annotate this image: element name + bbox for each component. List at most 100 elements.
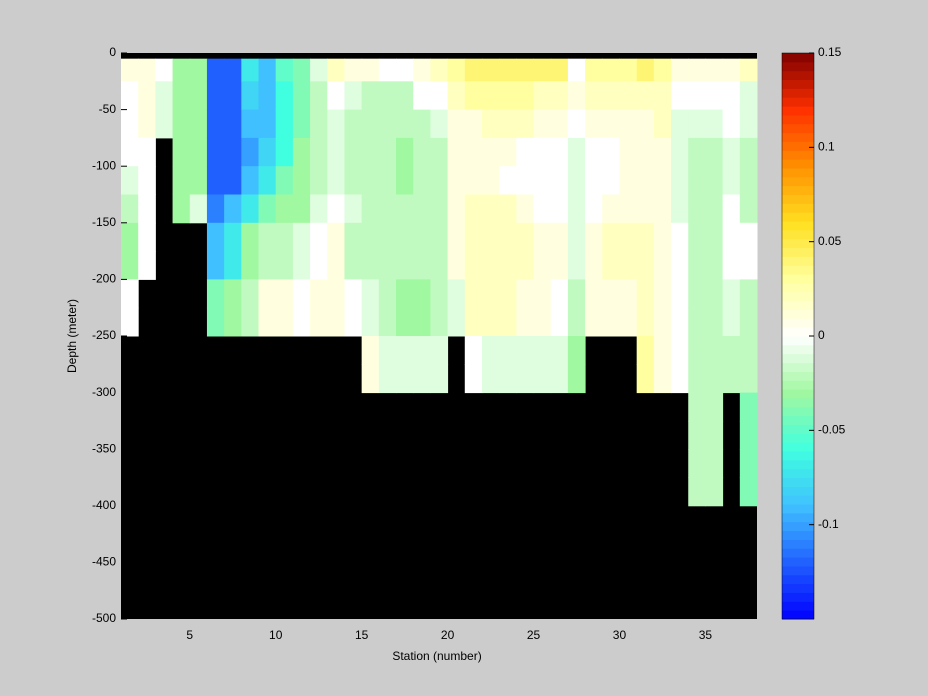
heatmap-cell	[378, 166, 397, 195]
heatmap-cell	[464, 251, 483, 280]
heatmap-cell	[396, 364, 414, 394]
heatmap-cell	[206, 279, 225, 309]
colorbar-swatch	[782, 565, 814, 576]
heatmap-cell	[189, 166, 208, 195]
heatmap-cell	[413, 166, 431, 195]
heatmap-cell	[602, 251, 620, 280]
colorbar-swatch	[782, 238, 814, 249]
heatmap-cell	[275, 109, 294, 139]
heatmap-cell	[344, 137, 363, 167]
heatmap-cell	[481, 364, 500, 394]
heatmap-cell	[516, 336, 535, 365]
heatmap-cell	[653, 58, 672, 82]
heatmap-cell	[705, 194, 724, 224]
heatmap-cell	[241, 58, 260, 82]
heatmap-cell	[447, 307, 466, 337]
heatmap-cell	[172, 137, 191, 167]
heatmap-cell	[671, 58, 689, 82]
heatmap-cell	[224, 251, 242, 280]
heatmap-cell	[430, 58, 449, 82]
heatmap-cell	[447, 58, 466, 82]
heatmap-cell	[396, 109, 414, 139]
heatmap-cell	[739, 81, 758, 111]
heatmap-cell	[653, 251, 672, 280]
heatmap-cell	[327, 81, 345, 111]
heatmap-cell	[172, 166, 191, 195]
heatmap-cell	[430, 166, 449, 195]
heatmap-cell	[688, 222, 706, 252]
heatmap-cell	[533, 137, 552, 167]
heatmap-cell	[516, 137, 535, 167]
heatmap-cell	[275, 194, 294, 224]
colorbar-swatch	[782, 512, 814, 523]
heatmap-cell	[258, 137, 277, 167]
heatmap-cell	[206, 81, 225, 111]
heatmap-cell	[739, 58, 758, 82]
y-tick-label: -100	[92, 158, 116, 172]
heatmap-cell	[378, 109, 397, 139]
colorbar-swatch	[782, 229, 814, 240]
heatmap-cell	[602, 58, 620, 82]
colorbar-swatch	[782, 380, 814, 390]
heatmap-cell	[464, 194, 483, 224]
heatmap-cell	[516, 307, 535, 337]
heatmap-cell	[722, 109, 741, 139]
heatmap-cell	[206, 194, 225, 224]
colorbar-swatch	[782, 486, 814, 496]
heatmap-cell	[275, 307, 294, 337]
heatmap-cell	[636, 222, 655, 252]
colorbar-swatch	[782, 300, 814, 310]
heatmap-cell	[688, 137, 706, 167]
heatmap-cell	[310, 109, 328, 139]
heatmap-cell	[206, 251, 225, 280]
heatmap-cell	[602, 166, 620, 195]
heatmap-cell	[567, 58, 586, 82]
heatmap-cell	[585, 109, 603, 139]
heatmap-cell	[550, 109, 569, 139]
colorbar-swatch	[782, 141, 814, 151]
heatmap-cell	[292, 222, 311, 252]
heatmap-cell	[533, 364, 552, 394]
heatmap-cell	[602, 222, 620, 252]
heatmap-cell	[636, 137, 655, 167]
heatmap-cell	[533, 109, 552, 139]
heatmap-cell	[189, 194, 208, 224]
colorbar-swatch	[782, 79, 814, 89]
heatmap-cell	[705, 137, 724, 167]
heatmap-cell	[705, 166, 724, 195]
heatmap-cell	[481, 137, 500, 167]
heatmap-cell	[413, 251, 431, 280]
heatmap-cell	[310, 222, 328, 252]
heatmap-cell	[602, 109, 620, 139]
heatmap-cell	[653, 222, 672, 252]
heatmap-cell	[413, 222, 431, 252]
heatmap-cell	[378, 194, 397, 224]
heatmap-cell	[688, 307, 706, 337]
colorbar-swatch	[782, 601, 814, 611]
heatmap-cell	[499, 58, 517, 82]
heatmap-cell	[121, 194, 139, 224]
heatmap-cell	[258, 166, 277, 195]
heatmap-cell	[138, 137, 156, 167]
colorbar-swatch	[782, 353, 814, 364]
heatmap-cell	[361, 58, 380, 82]
heatmap-cell	[739, 307, 758, 337]
heatmap-cell	[550, 194, 569, 224]
heatmap-cell	[550, 279, 569, 309]
heatmap-cell	[241, 222, 260, 252]
heatmap-cell	[172, 58, 191, 82]
heatmap-cell	[224, 166, 242, 195]
colorbar-tick-label: -0.1	[818, 517, 839, 531]
heatmap-cell	[378, 81, 397, 111]
y-axis-label: Depth (meter)	[65, 299, 79, 373]
heatmap-cell	[241, 81, 260, 111]
heatmap-cell	[499, 336, 517, 365]
colorbar-swatch	[782, 70, 814, 81]
heatmap-cell	[739, 222, 758, 252]
heatmap-cell	[224, 307, 242, 337]
heatmap-cell	[413, 109, 431, 139]
heatmap-cell	[671, 166, 689, 195]
heatmap-cell	[464, 58, 483, 82]
heatmap-cell	[413, 364, 431, 394]
heatmap-cell	[585, 58, 603, 82]
